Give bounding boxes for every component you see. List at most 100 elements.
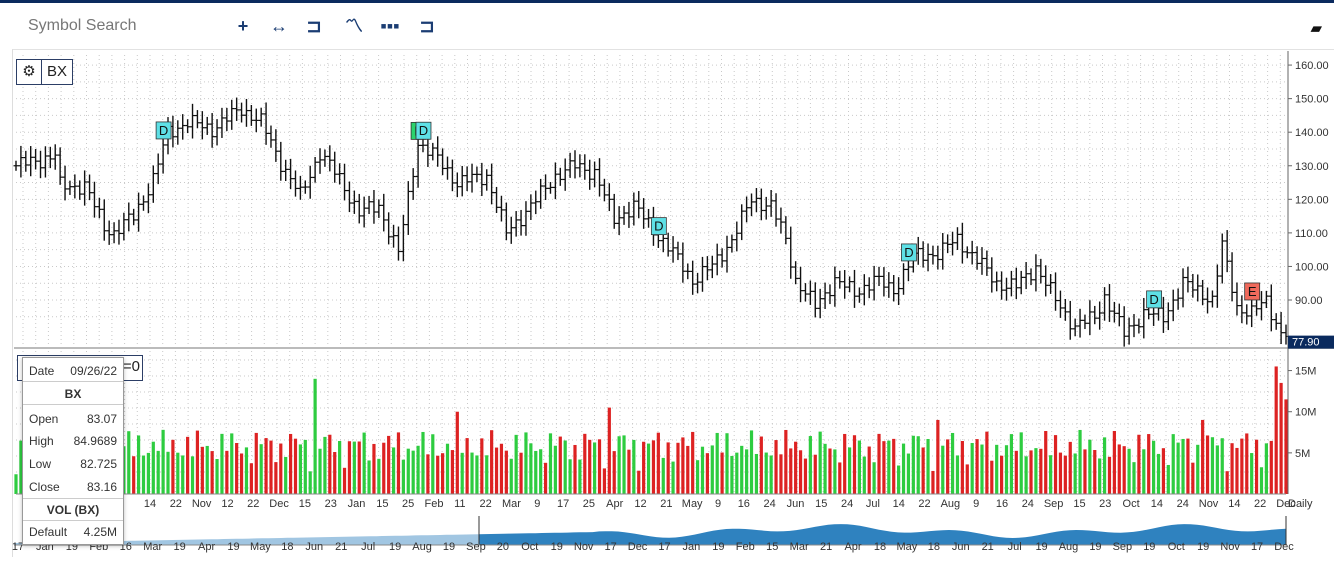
- symbol-search-input[interactable]: Symbol Search: [28, 17, 137, 34]
- ohlc-bar: [1082, 314, 1088, 330]
- volume-bar: [578, 459, 582, 494]
- volume-bar: [941, 445, 945, 494]
- ohlc-bar: [229, 99, 235, 130]
- gear-icon[interactable]: ⚙: [17, 60, 42, 84]
- volume-bar: [1049, 455, 1053, 494]
- ohlc-bar: [366, 195, 372, 215]
- volume-bar: [323, 436, 327, 494]
- compare-icon[interactable]: ⊐: [419, 16, 435, 36]
- ohlc-bar: [1087, 300, 1093, 336]
- navigator-label: 18: [281, 541, 293, 553]
- event-markers: DEDDDDE: [155, 121, 1261, 309]
- y-axis-label: 160.00: [1295, 60, 1329, 72]
- volume-bar: [514, 434, 518, 494]
- volume-bar: [264, 438, 268, 494]
- ohlc-bar: [812, 282, 818, 318]
- tooltip-divider: [23, 404, 123, 405]
- draw-icon[interactable]: ⊐: [306, 16, 322, 36]
- x-axis-label: 22: [170, 498, 182, 510]
- ohlc-bar: [234, 97, 240, 121]
- tooltip-high-label: High: [29, 434, 54, 448]
- volume-bar: [985, 431, 989, 494]
- y-axis-label: 90.00: [1295, 295, 1323, 307]
- x-axis-label: Nov: [1199, 498, 1219, 510]
- volume-bar: [504, 450, 508, 494]
- volume-bar: [480, 438, 484, 494]
- navigator-label: Aug: [412, 541, 432, 553]
- ohlc-bar: [1200, 279, 1206, 306]
- volume-bar: [220, 433, 224, 494]
- navigator-label: Oct: [521, 541, 538, 553]
- volume-bar: [926, 438, 930, 494]
- ohlc-bar: [214, 119, 220, 146]
- volume-bar: [901, 443, 906, 494]
- symbol-legend[interactable]: ⚙ BX: [16, 59, 74, 85]
- data-tooltip: Date 09/26/22 BX Open 83.07 High 84.9689…: [22, 357, 124, 545]
- ohlc-bar: [1053, 272, 1059, 311]
- ohlc-bar: [62, 165, 68, 201]
- ohlc-bar: [1273, 313, 1279, 330]
- volume-bar: [1186, 438, 1190, 494]
- navigator-label: Nov: [1220, 541, 1240, 553]
- x-axis-label: Aug: [941, 498, 961, 510]
- ohlc-bar: [925, 243, 931, 272]
- volume-bar: [828, 448, 832, 494]
- volume-legend-suffix: =0: [122, 358, 140, 375]
- ohlc-bar: [601, 178, 607, 202]
- volume-bar: [1230, 443, 1234, 494]
- volume-bar: [843, 433, 847, 494]
- volume-bar: [259, 444, 263, 494]
- volume-bar: [1269, 440, 1273, 494]
- marker-box: [650, 217, 667, 236]
- ohlc-bar: [278, 141, 284, 181]
- volume-bar: [808, 436, 812, 494]
- ohlc-bar: [744, 196, 750, 223]
- ohlc-bar: [984, 250, 990, 276]
- tooltip-date-label: Date: [29, 364, 55, 378]
- crosshair-icon[interactable]: +: [237, 16, 249, 36]
- navigator-label: Jun: [952, 541, 970, 553]
- ohlc-bar: [636, 191, 642, 219]
- x-axis-label: Sep: [1044, 498, 1064, 510]
- volume-bar: [946, 439, 950, 494]
- navigator-label: Mar: [143, 541, 162, 553]
- earnings-marker: E: [1244, 282, 1261, 301]
- volume-bar: [691, 431, 695, 494]
- ohlc-bar: [719, 248, 725, 268]
- volume-bar: [406, 448, 410, 494]
- volume-bar: [1107, 456, 1112, 494]
- ohlc-bar: [445, 156, 451, 180]
- ohlc-bar: [307, 165, 313, 199]
- ohlc-bar: [896, 277, 902, 306]
- marker-box: [415, 121, 432, 140]
- ohlc-bar: [685, 263, 691, 280]
- tooltip-open-value: 83.07: [86, 412, 117, 426]
- x-axis-label: Feb: [425, 498, 444, 510]
- x-axis-label: 14: [1228, 498, 1240, 510]
- measure-icon[interactable]: ↔: [270, 16, 288, 36]
- top-accent-bar: [0, 0, 1334, 3]
- chart-style-icon[interactable]: ▪▪▪: [380, 16, 400, 36]
- ohlc-bar: [180, 114, 186, 140]
- volume-bar: [715, 432, 719, 494]
- navigator-label: Apr: [844, 541, 861, 553]
- x-axis-label: Jan: [348, 498, 366, 510]
- volume-bar: [568, 459, 572, 494]
- ohlc-bar: [680, 242, 686, 283]
- eraser-icon[interactable]: ▰: [1310, 20, 1322, 37]
- ohlc-bar: [185, 119, 191, 134]
- ohlc-bar: [969, 240, 975, 265]
- ohlc-bar: [665, 232, 671, 257]
- ohlc-bar: [871, 265, 877, 301]
- volume-bar: [269, 440, 273, 494]
- ohlc-bar: [1116, 303, 1122, 327]
- navigator-label: 19: [173, 541, 185, 553]
- ohlc-bar: [1013, 267, 1019, 300]
- studies-icon[interactable]: 〽: [345, 16, 363, 36]
- volume-bar: [411, 450, 415, 494]
- volume-bar: [1088, 439, 1092, 494]
- volume-bar: [1117, 444, 1121, 494]
- ohlc-bar: [798, 266, 804, 303]
- y-axis-label: 140.00: [1295, 127, 1329, 139]
